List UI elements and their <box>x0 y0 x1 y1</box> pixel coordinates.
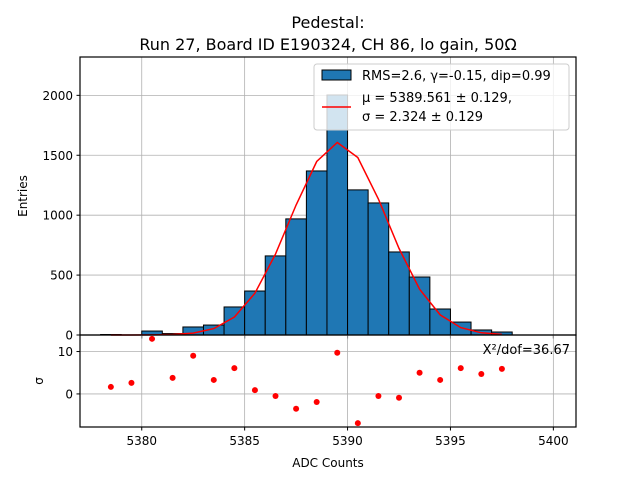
residual-point <box>231 365 238 372</box>
residual-point <box>498 365 505 372</box>
residual-point <box>354 420 361 427</box>
histogram-y-tick-label: 1500 <box>42 149 73 163</box>
residual-point <box>457 365 464 372</box>
legend: RMS=2.6, γ=-0.15, dip=0.99 μ = 5389.561 … <box>313 63 570 131</box>
histogram-bar <box>408 276 431 336</box>
histogram-bar <box>285 218 307 336</box>
residual-point <box>396 394 403 401</box>
x-tick-label: 5390 <box>332 434 363 448</box>
residual-point <box>210 376 217 383</box>
chart-title-line2: Run 27, Board ID E190324, CH 86, lo gain… <box>139 35 516 54</box>
residual-point <box>149 335 156 342</box>
legend-label-mu: μ = 5389.561 ± 0.129, <box>362 91 512 106</box>
x-tick-label: 5400 <box>538 434 569 448</box>
residual-point <box>478 371 485 378</box>
histogram-bar <box>326 94 349 336</box>
residual-point <box>251 387 258 394</box>
residual-point <box>128 379 135 386</box>
x-tick-label: 5395 <box>435 434 466 448</box>
legend-patch-histogram <box>321 69 352 81</box>
histogram-bar <box>347 189 369 336</box>
residuals-y-axis-label: σ <box>32 377 46 385</box>
residual-point <box>313 398 320 405</box>
residual-point <box>169 374 176 381</box>
histogram-bar <box>305 170 328 336</box>
histogram-bar <box>244 290 266 336</box>
x-axis-label: ADC Counts <box>292 456 364 470</box>
x-tick-label: 5380 <box>126 434 157 448</box>
residual-point <box>416 369 423 376</box>
residuals-panel: 5380 5385 5390 5395 5400 0 10 σ ADC Counts X²/… <box>32 334 577 470</box>
histogram-bar <box>367 202 390 336</box>
histogram-y-tick-label: 500 <box>50 269 73 283</box>
residuals-axes-frame <box>79 334 577 428</box>
residual-point <box>293 405 300 412</box>
residuals-y-tick-label: 0 <box>65 387 73 401</box>
histogram-y-tick-label: 0 <box>65 329 73 343</box>
chi2-annotation: X²/dof=36.67 <box>483 343 570 358</box>
residual-point <box>107 383 114 390</box>
legend-box <box>313 63 570 131</box>
chart-title-line1: Pedestal: <box>291 13 364 32</box>
y-axis-label: Entries <box>16 175 30 217</box>
residual-point <box>437 376 444 383</box>
histogram-bar <box>429 308 451 336</box>
residual-point <box>375 393 382 400</box>
histogram-y-tick-label: 2000 <box>42 89 73 103</box>
gaussian-fit-line <box>110 141 502 336</box>
legend-label-stats: RMS=2.6, γ=-0.15, dip=0.99 <box>362 69 551 84</box>
legend-label-sigma: σ = 2.324 ± 0.129 <box>362 110 483 125</box>
residual-point <box>272 393 279 400</box>
residual-point <box>334 349 341 356</box>
x-tick-label: 5385 <box>229 434 260 448</box>
histogram-y-tick-label: 1000 <box>42 209 73 223</box>
histogram-panel: 0 500 1000 1500 2000 Entries RMS=2.6, γ=-0.1… <box>16 56 577 343</box>
residuals-y-tick-label: 10 <box>58 345 73 359</box>
residual-point <box>190 352 197 359</box>
histogram-bar <box>388 251 410 336</box>
